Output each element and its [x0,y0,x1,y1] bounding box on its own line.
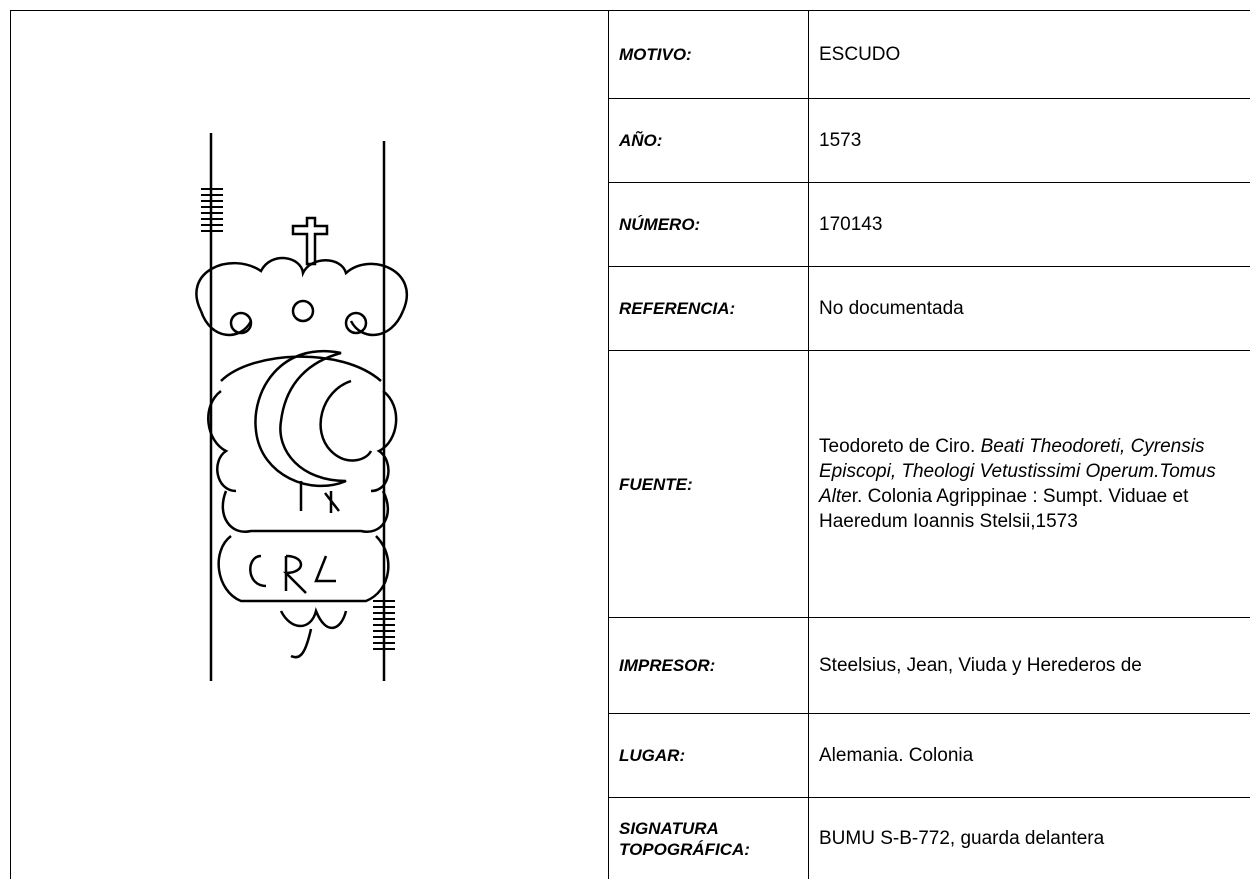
field-label: FUENTE: [608,350,808,617]
value-text: BUMU S-B-772, guarda delantera [819,828,1105,849]
field-value: BUMU S-B-772, guarda delantera [808,797,1250,879]
value-part: r. Colonia Agrippinae : Sumpt. Viduae et… [819,486,1189,532]
field-label: IMPRESOR: [608,617,808,713]
value-text: 1573 [819,130,862,151]
value-text: Teodoreto de Ciro. Beati Theodoreti, Cyr… [819,434,1240,534]
image-cell [10,10,608,879]
value-text: No documentada [819,298,964,319]
field-value: Alemania. Colonia [808,713,1250,797]
field-value: 170143 [808,182,1250,266]
label-text: SIGNATURA TOPOGRÁFICA: [619,818,750,859]
label-text: FUENTE: [619,474,693,494]
label-text: LUGAR: [619,746,686,765]
field-value: 1573 [808,98,1250,182]
field-value: Teodoreto de Ciro. Beati Theodoreti, Cyr… [808,350,1250,617]
label-text: MOTIVO: [619,45,692,64]
field-label: REFERENCIA: [608,266,808,350]
field-value: Steelsius, Jean, Viuda y Herederos de [808,617,1250,713]
field-value: ESCUDO [808,10,1250,98]
value-text: ESCUDO [819,44,901,65]
field-value: No documentada [808,266,1250,350]
field-label: SIGNATURA TOPOGRÁFICA: [608,797,808,879]
value-text: Alemania. Colonia [819,745,974,766]
watermark-drawing [195,133,409,681]
field-label: NÚMERO: [608,182,808,266]
value-part: Teodoreto de Ciro. [819,436,981,457]
value-text: 170143 [819,214,883,235]
field-label: MOTIVO: [608,10,808,98]
value-part: Beati Theodoreti, Cyrensis Episcopi, The… [819,436,1216,507]
value-text: Steelsius, Jean, Viuda y Herederos de [819,655,1142,676]
label-text: IMPRESOR: [619,656,716,675]
label-text: REFERENCIA: [619,299,736,318]
label-text: NÚMERO: [619,215,701,234]
field-label: LUGAR: [608,713,808,797]
field-label: AÑO: [608,98,808,182]
label-text: AÑO: [619,131,663,150]
